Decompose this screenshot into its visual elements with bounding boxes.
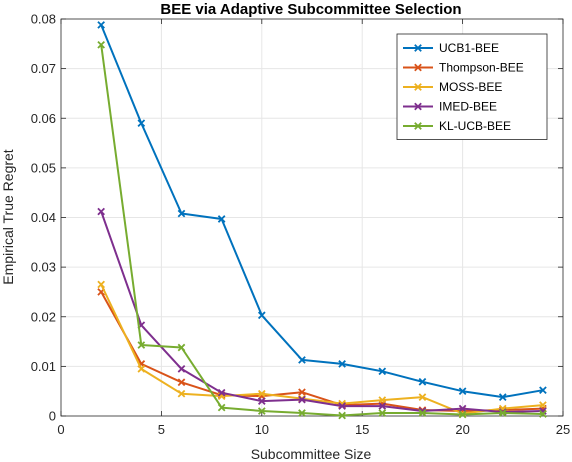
- data-point-kl-ucb-bee: [257, 407, 266, 415]
- data-point-moss-bee: [378, 396, 387, 404]
- data-point-imed-bee: [257, 397, 266, 405]
- data-point-kl-ucb-bee: [498, 409, 507, 417]
- data-point-kl-ucb-bee: [378, 409, 387, 417]
- data-point-ucb1-bee: [418, 377, 427, 386]
- data-point-imed-bee: [458, 404, 467, 413]
- data-point-ucb1-bee: [539, 386, 547, 395]
- y-axis-label: Empirical True Regret: [0, 149, 16, 284]
- y-tick-label: 0.03: [31, 260, 56, 275]
- data-point-kl-ucb-bee: [458, 410, 467, 419]
- y-tick-label: 0.05: [31, 160, 56, 175]
- x-tick-label: 10: [255, 422, 269, 437]
- data-point-ucb1-bee: [217, 215, 226, 223]
- data-point-kl-ucb-bee: [298, 409, 306, 417]
- data-point-kl-ucb-bee: [97, 40, 105, 49]
- y-tick-label: 0.07: [31, 61, 56, 76]
- data-point-ucb1-bee: [338, 360, 346, 368]
- series-line-moss-bee: [100, 284, 543, 415]
- y-tick-label: 0.08: [31, 12, 56, 27]
- series-line-imed-bee: [100, 211, 543, 413]
- legend-marker-ucb1-bee: [414, 44, 422, 52]
- data-point-imed-bee: [97, 207, 105, 216]
- data-point-ucb1-bee: [257, 311, 266, 320]
- x-axis-label: Subcommittee Size: [251, 446, 372, 462]
- data-point-kl-ucb-bee: [137, 341, 146, 349]
- y-tick-label: 0.02: [31, 309, 56, 324]
- legend-label-moss-bee: MOSS-BEE: [439, 80, 502, 94]
- data-point-kl-ucb-bee: [418, 409, 427, 417]
- legend: UCB1-BEE Thompson-BEE MOSS-BEE IMED-BEE KL-U…: [396, 33, 548, 140]
- legend-marker-moss-bee: [414, 83, 422, 91]
- data-point-thompson-bee: [298, 388, 306, 397]
- legend-marker-thompson-bee: [414, 63, 422, 72]
- legend-label-imed-bee: IMED-BEE: [439, 100, 497, 114]
- data-point-ucb1-bee: [97, 21, 105, 29]
- data-point-imed-bee: [217, 388, 226, 397]
- data-point-moss-bee: [137, 365, 146, 373]
- data-point-kl-ucb-bee: [539, 410, 547, 418]
- data-point-ucb1-bee: [498, 393, 507, 401]
- data-point-moss-bee: [97, 280, 105, 289]
- x-tick-label: 5: [158, 422, 165, 437]
- data-point-imed-bee: [298, 395, 306, 404]
- data-point-imed-bee: [177, 365, 186, 373]
- data-point-ucb1-bee: [137, 119, 146, 128]
- data-point-ucb1-bee: [458, 387, 467, 396]
- legend-marker-imed-bee: [414, 102, 422, 111]
- x-tick-label: 0: [57, 422, 64, 437]
- legend-label-thompson-bee: Thompson-BEE: [439, 61, 524, 75]
- data-point-moss-bee: [257, 389, 266, 398]
- data-point-imed-bee: [338, 402, 346, 410]
- data-point-kl-ucb-bee: [338, 411, 346, 420]
- y-tick-label: 0.01: [31, 359, 56, 374]
- chart-title: BEE via Adaptive Subcommittee Selection: [160, 1, 461, 18]
- data-point-imed-bee: [378, 402, 387, 410]
- y-tick-label: 0.04: [31, 210, 56, 225]
- tick-labels: 0 5 10 15 20 25 0 0.01 0.02 0.03 0.04 0.05 0.06 0.07 0…: [31, 12, 571, 438]
- data-point-moss-bee: [418, 393, 427, 401]
- data-point-ucb1-bee: [378, 367, 387, 376]
- legend-label-kl-ucb-bee: KL-UCB-BEE: [439, 119, 511, 133]
- series-line-thompson-bee: [100, 291, 543, 412]
- data-point-ucb1-bee: [298, 356, 306, 364]
- series-line-kl-ucb-bee: [100, 44, 543, 417]
- data-point-moss-bee: [539, 401, 547, 409]
- y-tick-label: 0: [49, 409, 56, 424]
- legend-marker-kl-ucb-bee: [414, 122, 422, 130]
- data-point-kl-ucb-bee: [217, 403, 226, 412]
- data-point-moss-bee: [177, 389, 186, 398]
- x-tick-label: 15: [355, 422, 369, 437]
- data-point-kl-ucb-bee: [177, 343, 186, 352]
- legend-label-ucb1-bee: UCB1-BEE: [439, 41, 499, 55]
- x-tick-label: 25: [556, 422, 570, 437]
- axes: [60, 18, 564, 417]
- data-point-thompson-bee: [177, 378, 186, 387]
- series-line-ucb1-bee: [100, 24, 544, 399]
- y-tick-label: 0.06: [31, 111, 56, 126]
- series-lines: [97, 21, 547, 420]
- data-point-ucb1-bee: [177, 209, 186, 218]
- x-tick-label: 20: [455, 422, 469, 437]
